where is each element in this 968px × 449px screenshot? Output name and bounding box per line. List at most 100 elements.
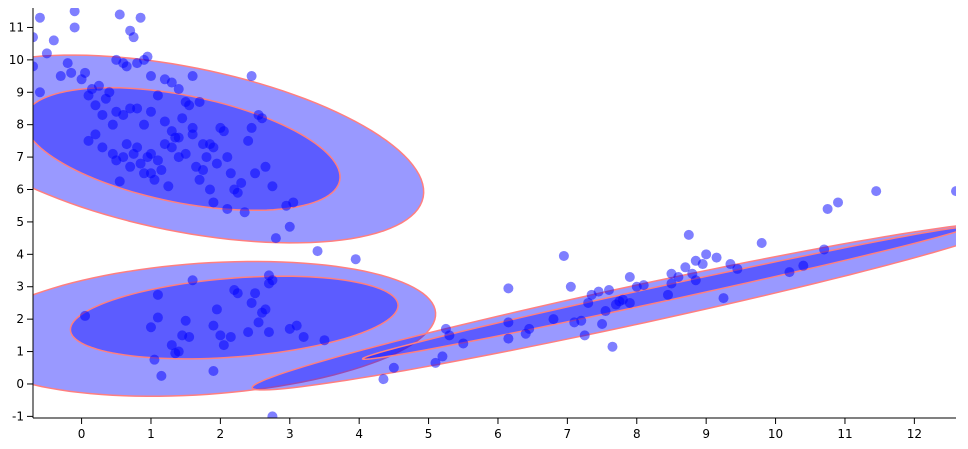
data-point: [198, 165, 209, 176]
data-point: [62, 58, 73, 69]
data-point: [80, 67, 91, 78]
data-point: [444, 330, 455, 341]
data-point: [55, 71, 66, 82]
ellipse-outer-upper-left: [33, 54, 425, 244]
data-point: [194, 96, 205, 107]
data-point: [34, 12, 45, 23]
data-point: [243, 135, 254, 146]
data-point: [701, 249, 712, 260]
x-tick-label: 7: [564, 427, 572, 441]
data-point: [624, 272, 635, 283]
data-point: [125, 161, 136, 172]
x-tick-label: 12: [907, 427, 922, 441]
data-point: [204, 139, 215, 150]
x-tick-label: 4: [355, 427, 363, 441]
data-point: [173, 84, 184, 95]
y-tick-label: 7: [16, 150, 24, 164]
data-point: [114, 176, 125, 187]
x-axis: 0 1 2 3 4 5 6 7 8 9 10 11 12: [33, 417, 956, 441]
data-point: [270, 233, 281, 244]
data-point: [583, 297, 594, 308]
ellipse-outer-lower-left: [33, 260, 437, 398]
data-point: [139, 119, 150, 130]
data-point: [697, 259, 708, 270]
data-point: [145, 322, 156, 333]
data-point: [319, 335, 330, 346]
y-tick-label: 5: [16, 215, 24, 229]
data-point: [145, 106, 156, 117]
data-point: [576, 315, 587, 326]
x-tick-label: 9: [702, 427, 710, 441]
data-point: [388, 362, 399, 373]
y-tick-label: 2: [16, 312, 24, 326]
data-point: [173, 132, 184, 143]
data-point: [593, 286, 604, 297]
data-point: [187, 122, 198, 133]
y-tick-label: 9: [16, 85, 24, 99]
data-point: [260, 304, 271, 315]
data-point: [430, 357, 441, 368]
data-point: [93, 80, 104, 91]
data-point: [666, 278, 677, 289]
data-point: [198, 139, 209, 150]
data-point: [187, 275, 198, 286]
data-point: [177, 113, 188, 124]
data-point: [558, 250, 569, 261]
data-point: [48, 35, 59, 46]
data-point: [232, 187, 243, 198]
point-layer: [33, 8, 956, 418]
data-point: [218, 126, 229, 137]
data-point: [90, 100, 101, 111]
data-point: [503, 333, 514, 344]
data-point: [250, 288, 261, 299]
data-point: [125, 103, 136, 114]
data-point: [718, 293, 729, 304]
x-tick-label: 11: [837, 427, 852, 441]
data-point: [951, 186, 956, 197]
data-point: [624, 297, 635, 308]
data-point: [607, 341, 618, 352]
data-point: [166, 77, 177, 88]
data-point: [97, 142, 108, 153]
y-tick-label: 1: [16, 345, 24, 359]
data-point: [204, 184, 215, 195]
x-tick-label: 1: [147, 427, 155, 441]
data-point: [225, 168, 236, 179]
data-point: [166, 142, 177, 153]
data-point: [257, 113, 268, 124]
data-point: [139, 168, 150, 179]
data-point: [222, 152, 233, 163]
y-tick-label: -1: [12, 409, 24, 423]
data-point: [437, 351, 448, 362]
data-point: [222, 203, 233, 214]
data-point: [291, 320, 302, 331]
data-point: [312, 246, 323, 257]
data-point: [104, 87, 115, 98]
data-point: [159, 116, 170, 127]
data-point: [243, 327, 254, 338]
data-point: [690, 275, 701, 286]
data-point: [107, 119, 118, 130]
data-point: [142, 51, 153, 62]
y-tick-label: 6: [16, 183, 24, 197]
data-point: [132, 103, 143, 114]
data-point: [152, 312, 163, 323]
data-point: [548, 314, 559, 325]
data-point: [711, 252, 722, 263]
data-point: [208, 320, 219, 331]
data-point: [121, 139, 132, 150]
data-point: [208, 366, 219, 376]
data-point: [41, 48, 52, 59]
data-point: [503, 317, 514, 328]
data-point: [135, 158, 146, 169]
x-tick-label: 6: [494, 427, 502, 441]
data-point: [135, 12, 146, 23]
data-point: [263, 270, 274, 281]
data-point: [225, 331, 236, 342]
data-point: [784, 267, 795, 278]
data-point: [166, 340, 177, 351]
data-point: [666, 268, 677, 279]
data-point: [80, 310, 91, 321]
data-point: [819, 244, 830, 255]
